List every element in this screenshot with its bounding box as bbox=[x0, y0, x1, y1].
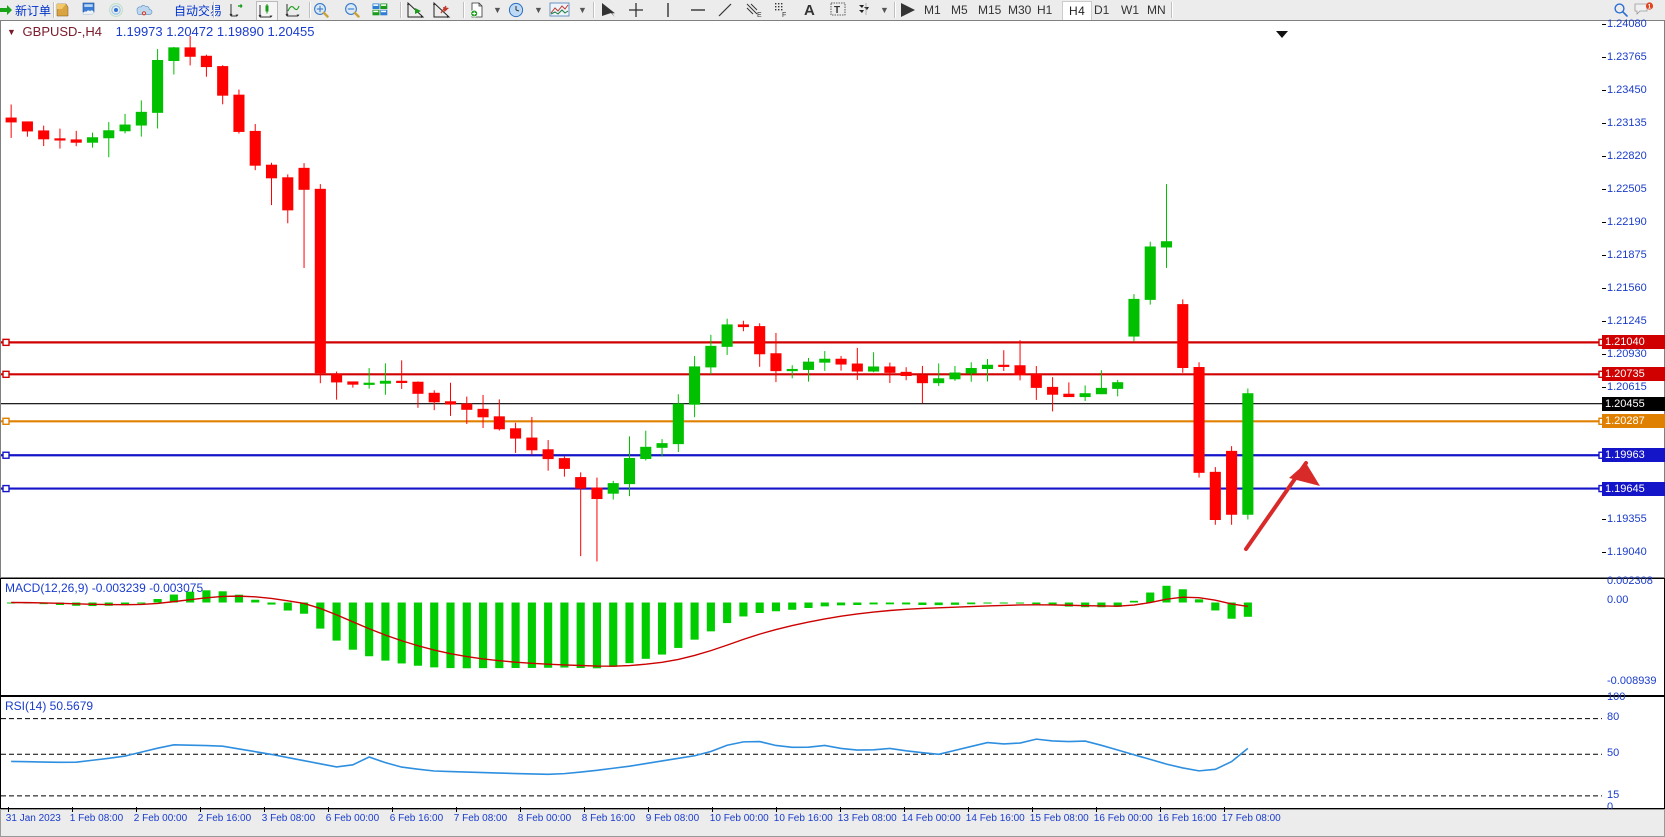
svg-text:F: F bbox=[782, 12, 786, 18]
svg-text:E: E bbox=[757, 12, 762, 18]
svg-text:T: T bbox=[834, 5, 840, 16]
